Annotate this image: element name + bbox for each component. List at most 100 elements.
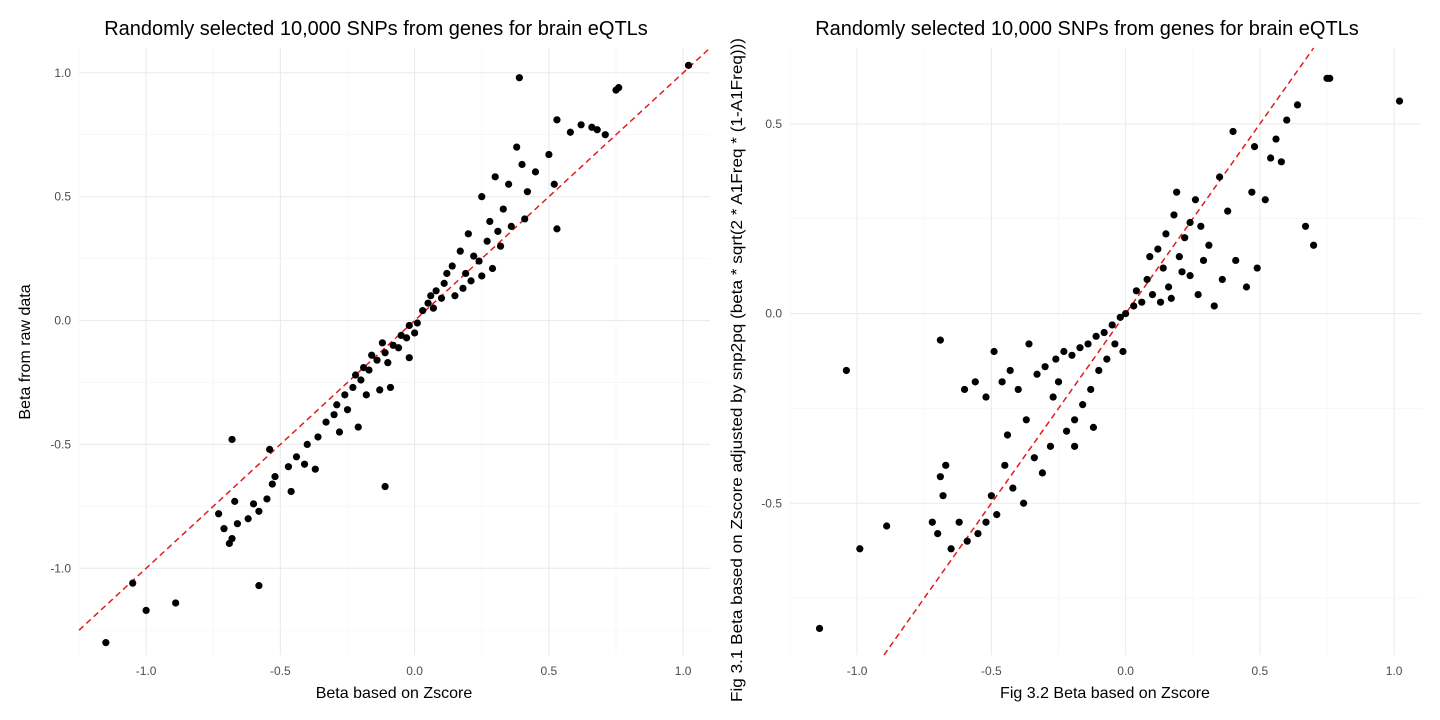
data-point <box>225 539 233 548</box>
right-panel: Randomly selected 10,000 SNPs from genes… <box>729 18 1421 702</box>
data-point <box>228 435 236 444</box>
data-point <box>1293 101 1302 109</box>
data-point <box>1165 283 1173 291</box>
data-point <box>462 269 470 278</box>
data-point <box>1175 253 1183 261</box>
data-point <box>531 168 540 176</box>
data-point <box>1395 97 1404 105</box>
data-point <box>362 391 370 399</box>
data-point <box>550 180 558 188</box>
data-point <box>394 344 403 352</box>
data-point <box>856 545 864 553</box>
data-point <box>1253 264 1261 272</box>
data-point <box>303 440 311 449</box>
data-point <box>936 336 944 344</box>
data-point <box>1210 302 1218 310</box>
data-point <box>842 366 850 375</box>
data-point <box>405 321 413 330</box>
data-point <box>1194 290 1202 299</box>
data-point <box>1046 442 1055 450</box>
data-point <box>1006 366 1014 375</box>
data-point <box>365 366 373 374</box>
data-point <box>566 128 574 136</box>
data-point <box>1224 207 1232 215</box>
data-point <box>960 385 969 394</box>
data-point <box>322 418 330 426</box>
data-point <box>233 520 242 528</box>
data-point <box>268 480 276 488</box>
right-reference-line <box>883 47 1315 656</box>
data-point <box>429 304 438 312</box>
data-point <box>982 393 990 401</box>
data-point <box>1014 385 1022 394</box>
left-y-axis-label: Beta from raw data <box>17 284 34 419</box>
data-point <box>1084 340 1092 348</box>
data-point <box>612 86 620 94</box>
data-point <box>987 492 995 500</box>
data-point <box>1122 309 1130 318</box>
data-point <box>102 639 110 647</box>
y-tick-label: 0.5 <box>54 190 71 204</box>
data-point <box>1087 385 1095 394</box>
data-point <box>1071 416 1079 424</box>
y-tick-label: 1.0 <box>54 66 71 80</box>
data-point <box>1095 366 1103 375</box>
data-point <box>1111 340 1119 348</box>
data-point <box>1199 256 1208 265</box>
data-point <box>1022 416 1030 424</box>
data-point <box>1009 484 1017 492</box>
data-point <box>333 401 341 409</box>
right-y-axis-label: Fig 3.1 Beta based on Zscore adjusted by… <box>729 38 746 702</box>
right-chart-title: Randomly selected 10,000 SNPs from genes… <box>815 18 1359 40</box>
data-point <box>1186 218 1194 227</box>
data-point <box>1025 340 1033 348</box>
data-point <box>357 376 365 384</box>
data-point <box>1216 173 1224 181</box>
data-point <box>351 371 360 379</box>
data-point <box>413 319 421 327</box>
data-point <box>1191 196 1200 204</box>
data-point <box>231 497 239 505</box>
data-point <box>815 624 824 633</box>
left-chart-title: Randomly selected 10,000 SNPs from genes… <box>104 18 648 40</box>
data-point <box>1159 264 1167 272</box>
data-point <box>249 500 258 508</box>
data-point <box>381 349 389 357</box>
data-point <box>1052 355 1060 363</box>
x-tick-label: -0.5 <box>981 664 1002 678</box>
data-point <box>518 160 526 169</box>
data-point <box>1178 268 1186 276</box>
data-point <box>300 460 309 468</box>
data-point <box>311 465 319 473</box>
data-point <box>496 242 505 250</box>
data-point <box>1062 427 1071 435</box>
data-point <box>1060 347 1068 356</box>
data-point <box>411 329 419 337</box>
data-point <box>1186 272 1194 280</box>
data-point <box>1119 347 1127 356</box>
data-point <box>419 307 427 315</box>
data-point <box>1197 222 1205 230</box>
data-point <box>483 237 491 245</box>
data-point <box>475 257 483 265</box>
data-point <box>601 131 609 139</box>
data-point <box>478 272 486 280</box>
data-point <box>459 284 467 292</box>
data-point <box>974 530 982 538</box>
data-point <box>464 230 472 238</box>
data-point <box>521 215 529 223</box>
x-tick-label: -1.0 <box>136 664 157 678</box>
data-point <box>1232 256 1240 265</box>
left-points <box>102 61 693 647</box>
data-point <box>684 61 693 69</box>
data-point <box>470 252 478 260</box>
data-point <box>993 511 1001 519</box>
right-x-ticks: -1.0 -0.5 0.0 0.5 1.0 <box>847 664 1403 678</box>
data-point <box>505 180 513 188</box>
data-point <box>1033 370 1041 378</box>
data-point <box>1001 461 1009 469</box>
data-point <box>335 428 344 436</box>
y-tick-label: 0.0 <box>54 314 71 328</box>
data-point <box>1170 211 1178 219</box>
data-point <box>255 507 263 515</box>
